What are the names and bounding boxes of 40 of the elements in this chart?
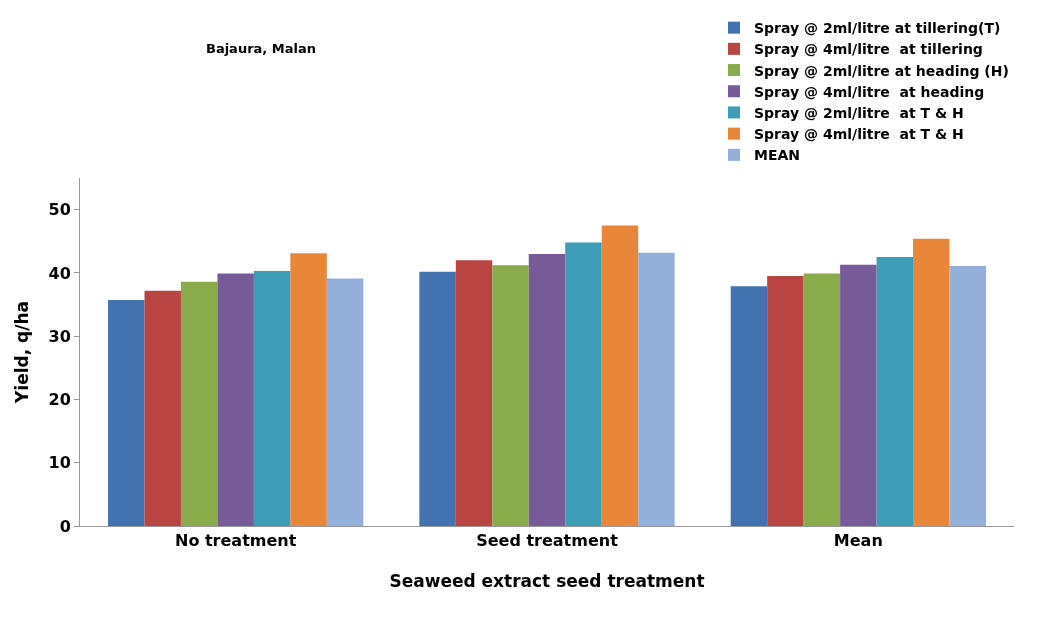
bar [419,271,456,526]
y-tick-label: 10 [48,453,71,473]
bar [253,271,291,526]
bar [840,264,877,526]
bar [290,253,327,526]
bar [455,260,493,526]
y-tick-label: 20 [48,390,71,410]
bar [180,281,218,526]
bar [528,253,566,526]
y-tick-label: 0 [59,516,71,536]
legend-label: Spray @ 2ml/litre at heading (H) [754,62,1009,79]
chart-title: Bajaura, Malan [205,40,317,56]
x-tick-label: Mean [833,531,883,551]
legend-label: MEAN [754,147,801,164]
legend-label: Spray @ 2ml/litre at T & H [754,104,964,121]
bar [913,238,950,526]
bar [767,276,804,526]
bar [492,265,529,526]
legend-label: Spray @ 4ml/litre at tillering [754,41,983,58]
bar [326,278,364,526]
bar [144,290,181,526]
y-tick-label: 40 [48,263,71,283]
y-axis-title: Yield, q/ha [12,301,33,404]
x-tick-label: No treatment [174,531,297,551]
x-tick-label: Seed treatment [476,531,619,551]
bar [730,286,768,526]
legend-label: Spray @ 4ml/litre at heading [754,83,985,100]
bar [803,273,841,526]
x-axis-title: Seaweed extract seed treatment [389,570,705,591]
bar [565,242,602,526]
legend-label: Spray @ 4ml/litre at T & H [754,126,964,143]
bar [601,225,639,526]
bar [217,273,254,526]
bar [108,300,145,526]
y-tick-label: 50 [48,200,71,220]
y-tick-label: 30 [48,326,71,346]
legend-label: Spray @ 2ml/litre at tillering(T) [754,20,1001,37]
bar [876,257,914,526]
bar [638,252,675,526]
bar [949,265,986,526]
